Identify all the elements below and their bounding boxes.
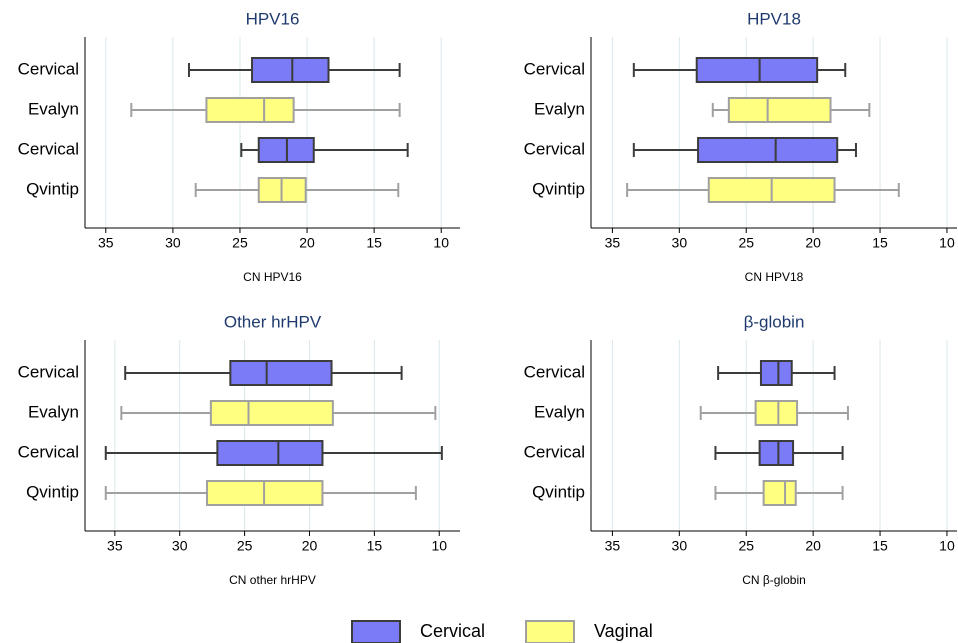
x-tick-label: 30 (672, 538, 688, 554)
x-axis-label: CN other hrHPV (229, 573, 316, 587)
y-tick-label: Cervical (18, 59, 79, 78)
box (727, 97, 832, 123)
y-tick-label: Cervical (18, 362, 79, 381)
panel-title: Other hrHPV (224, 312, 322, 331)
y-tick-label: Qvintip (26, 482, 79, 501)
x-tick-label: 10 (939, 538, 955, 554)
box (251, 57, 330, 83)
box (758, 440, 795, 466)
x-axis-label: CN HPV16 (243, 270, 302, 284)
x-tick-label: 10 (939, 235, 955, 251)
x-tick-label: 20 (302, 538, 318, 554)
x-tick-label: 35 (605, 235, 621, 251)
x-tick-label: 15 (872, 235, 888, 251)
box (216, 440, 324, 466)
box (229, 360, 333, 386)
x-tick-label: 10 (431, 538, 447, 554)
y-tick-label: Cervical (524, 442, 585, 461)
panel-title: β-globin (744, 312, 805, 331)
legend-label: Cervical (420, 621, 485, 641)
y-tick-label: Cervical (18, 442, 79, 461)
x-tick-label: 30 (172, 538, 188, 554)
y-tick-label: Evalyn (28, 99, 79, 118)
box (762, 480, 797, 506)
y-tick-label: Evalyn (534, 99, 585, 118)
panel-title: HPV18 (747, 9, 801, 28)
box (695, 57, 819, 83)
legend-label: Vaginal (594, 621, 653, 641)
y-tick-label: Cervical (524, 139, 585, 158)
x-tick-label: 30 (165, 235, 181, 251)
x-tick-label: 25 (232, 235, 248, 251)
legend-swatch (525, 620, 575, 643)
x-tick-label: 15 (366, 235, 382, 251)
box (759, 360, 793, 386)
x-tick-label: 35 (98, 235, 114, 251)
y-tick-label: Cervical (524, 362, 585, 381)
y-tick-label: Evalyn (28, 402, 79, 421)
x-tick-label: 25 (237, 538, 253, 554)
y-tick-label: Qvintip (532, 482, 585, 501)
x-tick-label: 15 (872, 538, 888, 554)
x-tick-label: 25 (738, 538, 754, 554)
box (209, 400, 334, 426)
x-tick-label: 25 (738, 235, 754, 251)
y-tick-label: Cervical (18, 139, 79, 158)
x-axis-label: CN β-globin (742, 573, 806, 587)
x-tick-label: 20 (805, 235, 821, 251)
x-tick-label: 15 (367, 538, 383, 554)
x-tick-label: 35 (107, 538, 123, 554)
x-tick-label: 10 (433, 235, 449, 251)
x-axis-label: CN HPV18 (745, 270, 804, 284)
x-tick-label: 35 (605, 538, 621, 554)
box (754, 400, 799, 426)
y-tick-label: Cervical (524, 59, 585, 78)
y-tick-label: Qvintip (532, 179, 585, 198)
box (697, 137, 839, 163)
legend-swatch (351, 620, 401, 643)
y-tick-label: Evalyn (534, 402, 585, 421)
x-tick-label: 30 (672, 235, 688, 251)
x-tick-label: 20 (299, 235, 315, 251)
y-tick-label: Qvintip (26, 179, 79, 198)
box (205, 97, 295, 123)
panel-title: HPV16 (246, 9, 300, 28)
x-tick-label: 20 (805, 538, 821, 554)
